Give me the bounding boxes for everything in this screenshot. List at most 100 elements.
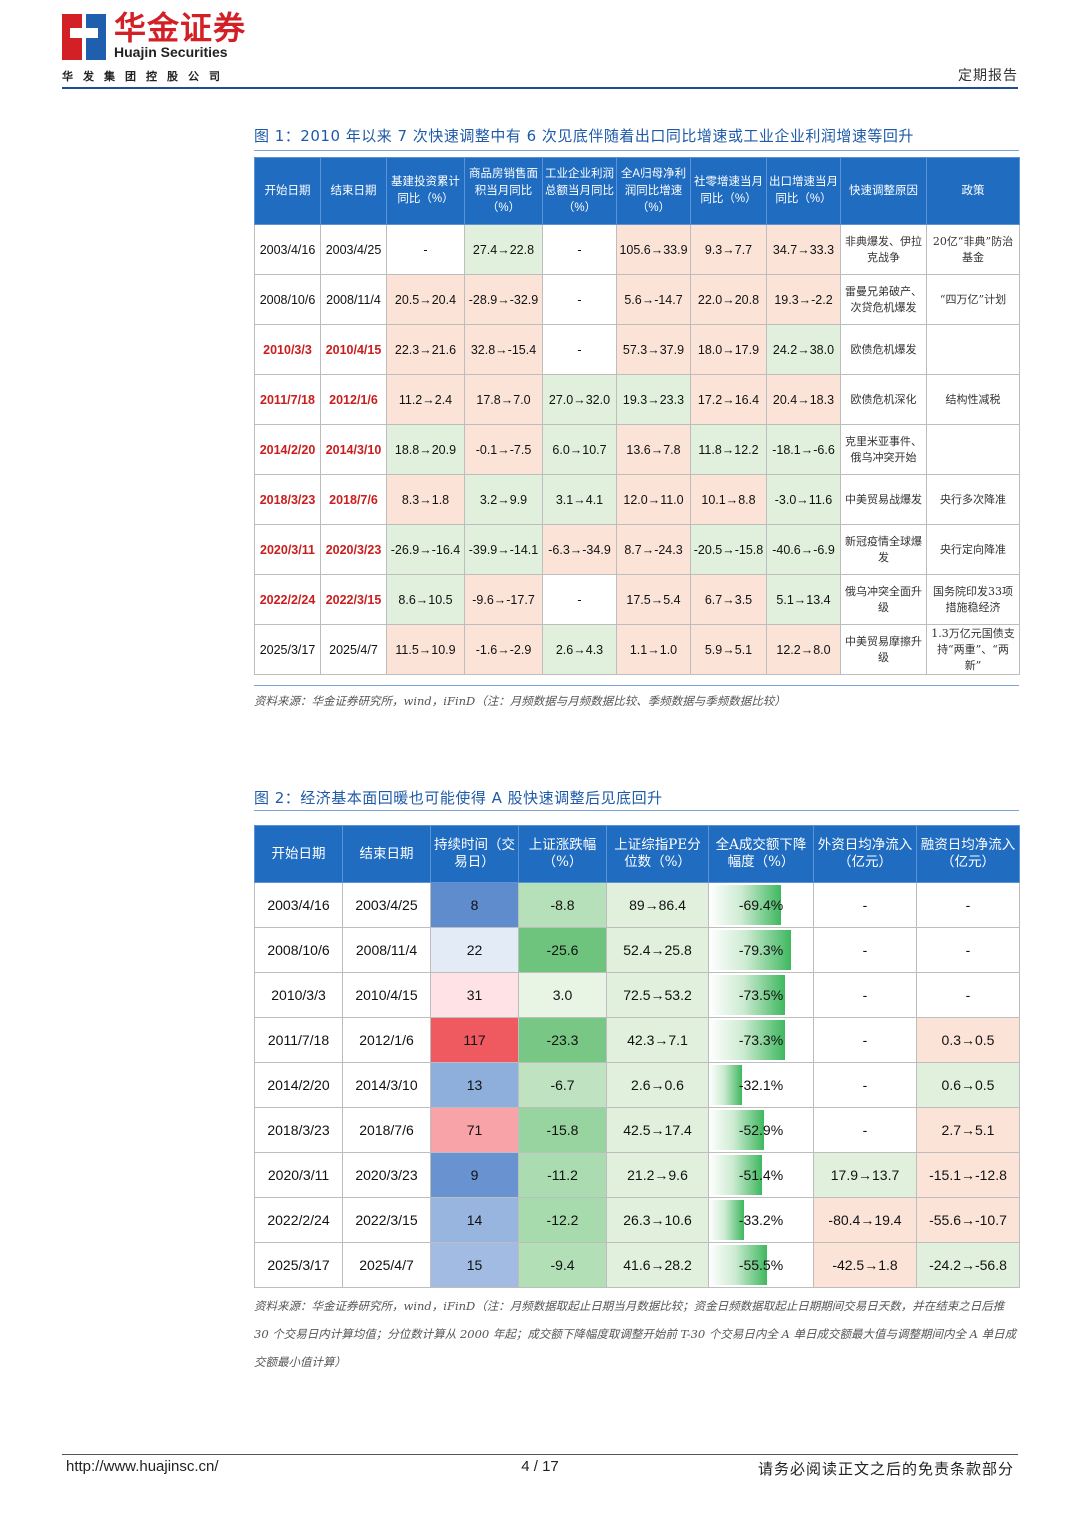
figure-2-column-header: 外资日均净流入（亿元）	[813, 825, 917, 883]
figure-2-column-header: 结束日期	[342, 825, 431, 883]
figure-2-column-header: 全A成交额下降幅度（%）	[708, 825, 814, 883]
figure-1-cell-reason: 非典爆发、伊拉克战争	[840, 224, 927, 275]
figure-2-cell-turnover-drop: -33.2%	[708, 1197, 814, 1243]
turnover-drop-label: -73.5%	[738, 987, 784, 1003]
figure-2-cell-turnover-drop: -79.3%	[708, 927, 814, 973]
figure-1-column-header: 快速调整原因	[840, 157, 927, 225]
figure-2-cell-sh_change: -9.4	[518, 1242, 607, 1288]
table-row: 2025/3/17 2025/4/7 15 -9.4 41.6→28.2 -55.5% -4…	[254, 1242, 1020, 1288]
figure-2-cell-turnover-drop: -73.3%	[708, 1017, 814, 1063]
figure-2-cell-margin: 0.3→0.5	[916, 1017, 1020, 1063]
table-row: 2011/7/18 2012/1/6 117 -23.3 42.3→7.1 -73.3% -…	[254, 1017, 1020, 1063]
turnover-drop-bar	[709, 1065, 743, 1105]
footer-website-link[interactable]: http://www.huajinsc.cn/	[66, 1458, 219, 1475]
figure-1-cell-housing: -0.1→-7.5	[464, 424, 543, 475]
figure-2-column-header: 开始日期	[254, 825, 343, 883]
figure-1-cell-end: 2025/4/7	[320, 624, 387, 675]
figure-1-cell-retail: 11.8→12.2	[690, 424, 767, 475]
table-row: 2025/3/17 2025/4/7 11.5→10.9 -1.6→-2.9 2.6→4…	[254, 624, 1020, 675]
figure-2-column-header: 融资日均净流入（亿元）	[916, 825, 1020, 883]
turnover-drop-label: -52.9%	[738, 1122, 784, 1138]
figure-1-cell-end: 2022/3/15	[320, 574, 387, 625]
figure-2-cell-foreign: -	[813, 1107, 917, 1153]
figure-1-cell-policy	[926, 424, 1020, 475]
figure-1-cell-reason: 俄乌冲突全面升级	[840, 574, 927, 625]
figure-1-column-header: 工业企业利润总额当月同比（%）	[542, 157, 617, 225]
figure-2-cell-end: 2020/3/23	[342, 1152, 431, 1198]
figure-2-cell-end: 2014/3/10	[342, 1062, 431, 1108]
figure-2-cell-days: 15	[430, 1242, 519, 1288]
figure-1-cell-infra: 8.3→1.8	[386, 474, 465, 525]
figure-2-source: 资料来源：华金证券研究所，wind，iFinD（注：月频数据取起止日期当月数据比…	[254, 1299, 1017, 1369]
figure-1-column-header: 商品房销售面积当月同比（%）	[464, 157, 543, 225]
figure-1-cell-policy	[926, 324, 1020, 375]
page-number: 4 / 17	[521, 1458, 559, 1475]
figure-2-cell-days: 14	[430, 1197, 519, 1243]
figure-1-cell-reason: 新冠疫情全球爆发	[840, 524, 927, 575]
figure-2-cell-sh_change: -6.7	[518, 1062, 607, 1108]
table-row: 2010/3/3 2010/4/15 22.3→21.6 32.8→-15.4-57.…	[254, 324, 1020, 375]
figure-1-cell-start: 2010/3/3	[254, 324, 321, 375]
figure-1-cell-retail: 9.3→7.7	[690, 224, 767, 275]
figure-2-cell-pe_pct: 72.5→53.2	[606, 972, 709, 1018]
figure-1-cell-reason: 中美贸易战爆发	[840, 474, 927, 525]
figure-1-cell-reason: 中美贸易摩擦升级	[840, 624, 927, 675]
figure-1-cell-start: 2018/3/23	[254, 474, 321, 525]
turnover-drop-label: -73.3%	[738, 1032, 784, 1048]
figure-2-cell-sh_change: -11.2	[518, 1152, 607, 1198]
figure-2-cell-start: 2025/3/17	[254, 1242, 343, 1288]
figure-2-cell-end: 2022/3/15	[342, 1197, 431, 1243]
figure-1-cell-start: 2014/2/20	[254, 424, 321, 475]
figure-2-cell-start: 2018/3/23	[254, 1107, 343, 1153]
figure-1-cell-reason: 克里米亚事件、俄乌冲突开始	[840, 424, 927, 475]
figure-1-cell-export: -3.0→11.6	[766, 474, 841, 525]
figure-1-cell-infra: 11.5→10.9	[386, 624, 465, 675]
figure-2-cell-turnover-drop: -73.5%	[708, 972, 814, 1018]
figure-1-cell-housing: -28.9→-32.9	[464, 274, 543, 325]
logo-chinese-name: 华金证券	[114, 9, 247, 47]
figure-1-cell-industry: 2.6→4.3	[542, 624, 617, 675]
table-row: 2020/3/11 2020/3/23 -26.9→-16.4 -39.9→-14.1…	[254, 524, 1020, 575]
figure-1-cell-profit: 57.3→37.9	[616, 324, 691, 375]
figure-1-cell-housing: 27.4→22.8	[464, 224, 543, 275]
figure-2-title: 图 2：经济基本面回暖也可能使得 A 股快速调整后见底回升	[254, 789, 663, 807]
figure-2-cell-margin: -	[916, 972, 1020, 1018]
figure-2-column-header: 上证涨跌幅（%）	[518, 825, 607, 883]
figure-2-cell-foreign: -	[813, 927, 917, 973]
figure-1-cell-start: 2020/3/11	[254, 524, 321, 575]
table-row: 2018/3/23 2018/7/6 8.3→1.8 3.2→9.9 3.1→4.1 12…	[254, 474, 1020, 525]
table-row: 2020/3/11 2020/3/23 9 -11.2 21.2→9.6 -51.4% 17…	[254, 1152, 1020, 1198]
turnover-drop-label: -55.5%	[738, 1257, 784, 1273]
figure-1-cell-industry: -	[542, 574, 617, 625]
figure-1-cell-export: 12.2→8.0	[766, 624, 841, 675]
turnover-drop-label: -69.4%	[738, 897, 784, 913]
table-row: 2014/2/20 2014/3/10 18.8→20.9 -0.1→-7.5 6.0→…	[254, 424, 1020, 475]
figure-2-cell-turnover-drop: -69.4%	[708, 882, 814, 928]
figure-2-cell-pe_pct: 52.4→25.8	[606, 927, 709, 973]
figure-1-cell-policy: 1.3万亿元国债支持“两重”、“两新”	[926, 624, 1020, 675]
figure-1-cell-export: 19.3→-2.2	[766, 274, 841, 325]
figure-2-column-header: 持续时间（交易日）	[430, 825, 519, 883]
figure-2-cell-start: 2008/10/6	[254, 927, 343, 973]
figure-1-column-header: 社零增速当月同比（%）	[690, 157, 767, 225]
figure-1-cell-industry: -	[542, 274, 617, 325]
figure-2-cell-end: 2008/11/4	[342, 927, 431, 973]
figure-1-cell-industry: -	[542, 224, 617, 275]
figure-2-cell-days: 31	[430, 972, 519, 1018]
figure-1-cell-reason: 欧债危机爆发	[840, 324, 927, 375]
figure-1-cell-export: 24.2→38.0	[766, 324, 841, 375]
turnover-drop-bar	[709, 1155, 763, 1195]
figure-2-cell-pe_pct: 89→86.4	[606, 882, 709, 928]
figure-1-cell-retail: -20.5→-15.8	[690, 524, 767, 575]
figure-1-cell-policy: 央行定向降准	[926, 524, 1020, 575]
figure-1-cell-start: 2011/7/18	[254, 374, 321, 425]
figure-1-cell-infra: 20.5→20.4	[386, 274, 465, 325]
table-row: 2008/10/6 2008/11/4 20.5→20.4 -28.9→-32.9-5…	[254, 274, 1020, 325]
turnover-drop-label: -79.3%	[738, 942, 784, 958]
figure-1-column-header: 基建投资累计同比（%）	[386, 157, 465, 225]
table-row: 2008/10/6 2008/11/4 22 -25.6 52.4→25.8 -79.3%…	[254, 927, 1020, 973]
figure-1-cell-policy: 国务院印发33项措施稳经济	[926, 574, 1020, 625]
turnover-drop-label: -51.4%	[738, 1167, 784, 1183]
figure-1-header-row: 开始日期 结束日期 基建投资累计同比（%） 商品房销售面积当月同比（%） 工业企业利润总…	[254, 157, 1020, 225]
figure-1-cell-end: 2003/4/25	[320, 224, 387, 275]
